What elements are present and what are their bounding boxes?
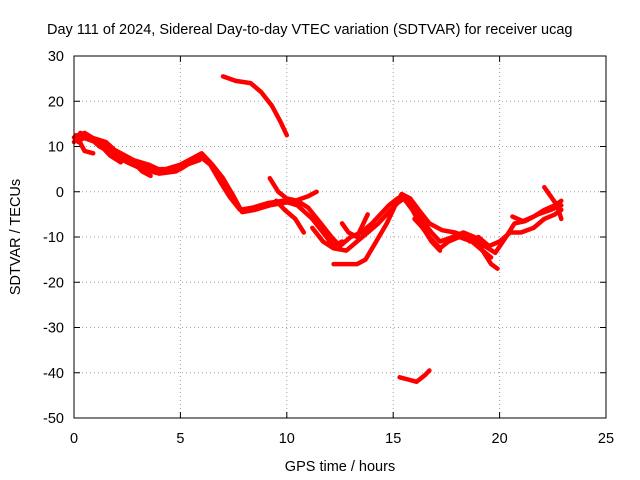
series-line-track-l bbox=[273, 198, 307, 235]
x-tick-label: 10 bbox=[279, 431, 295, 447]
series-line-track-j bbox=[310, 196, 494, 260]
series-line-track-o bbox=[467, 207, 564, 249]
y-tick-label: -50 bbox=[43, 411, 64, 427]
series-line-track-n bbox=[412, 216, 443, 253]
series-line-track-b bbox=[71, 130, 345, 249]
y-tick-label: 10 bbox=[48, 140, 64, 156]
y-tick-label: -40 bbox=[43, 366, 64, 382]
x-axis-label: GPS time / hours bbox=[285, 459, 395, 475]
y-tick-label: -10 bbox=[43, 230, 64, 246]
axis-ticks: 0 5 10 15 20 25 -50 -40 -30 -20 -10 0 10 20 30 bbox=[43, 49, 614, 447]
x-tick-label: 15 bbox=[385, 431, 401, 447]
series-line-track-r bbox=[397, 368, 432, 385]
series-group bbox=[71, 74, 564, 385]
x-tick-label: 20 bbox=[492, 431, 508, 447]
y-tick-label: 0 bbox=[56, 185, 64, 201]
y-tick-label: 20 bbox=[48, 94, 64, 110]
series-line-track-h bbox=[220, 74, 290, 138]
x-tick-label: 25 bbox=[598, 431, 614, 447]
y-tick-label: -20 bbox=[43, 275, 64, 291]
grid bbox=[74, 56, 606, 418]
series-line-track-q bbox=[542, 184, 564, 222]
series-line-track-f bbox=[97, 141, 124, 165]
chart-title: Day 111 of 2024, Sidereal Day-to-day VTE… bbox=[47, 22, 572, 38]
y-tick-label: 30 bbox=[48, 49, 64, 65]
x-tick-label: 0 bbox=[70, 431, 78, 447]
series-line-track-g bbox=[131, 160, 153, 179]
x-tick-label: 5 bbox=[176, 431, 184, 447]
y-axis-label: SDTVAR / TECUs bbox=[8, 179, 24, 295]
series-line-track-e bbox=[73, 132, 96, 156]
y-tick-label: -30 bbox=[43, 321, 64, 337]
series-line-track-m bbox=[339, 212, 370, 240]
